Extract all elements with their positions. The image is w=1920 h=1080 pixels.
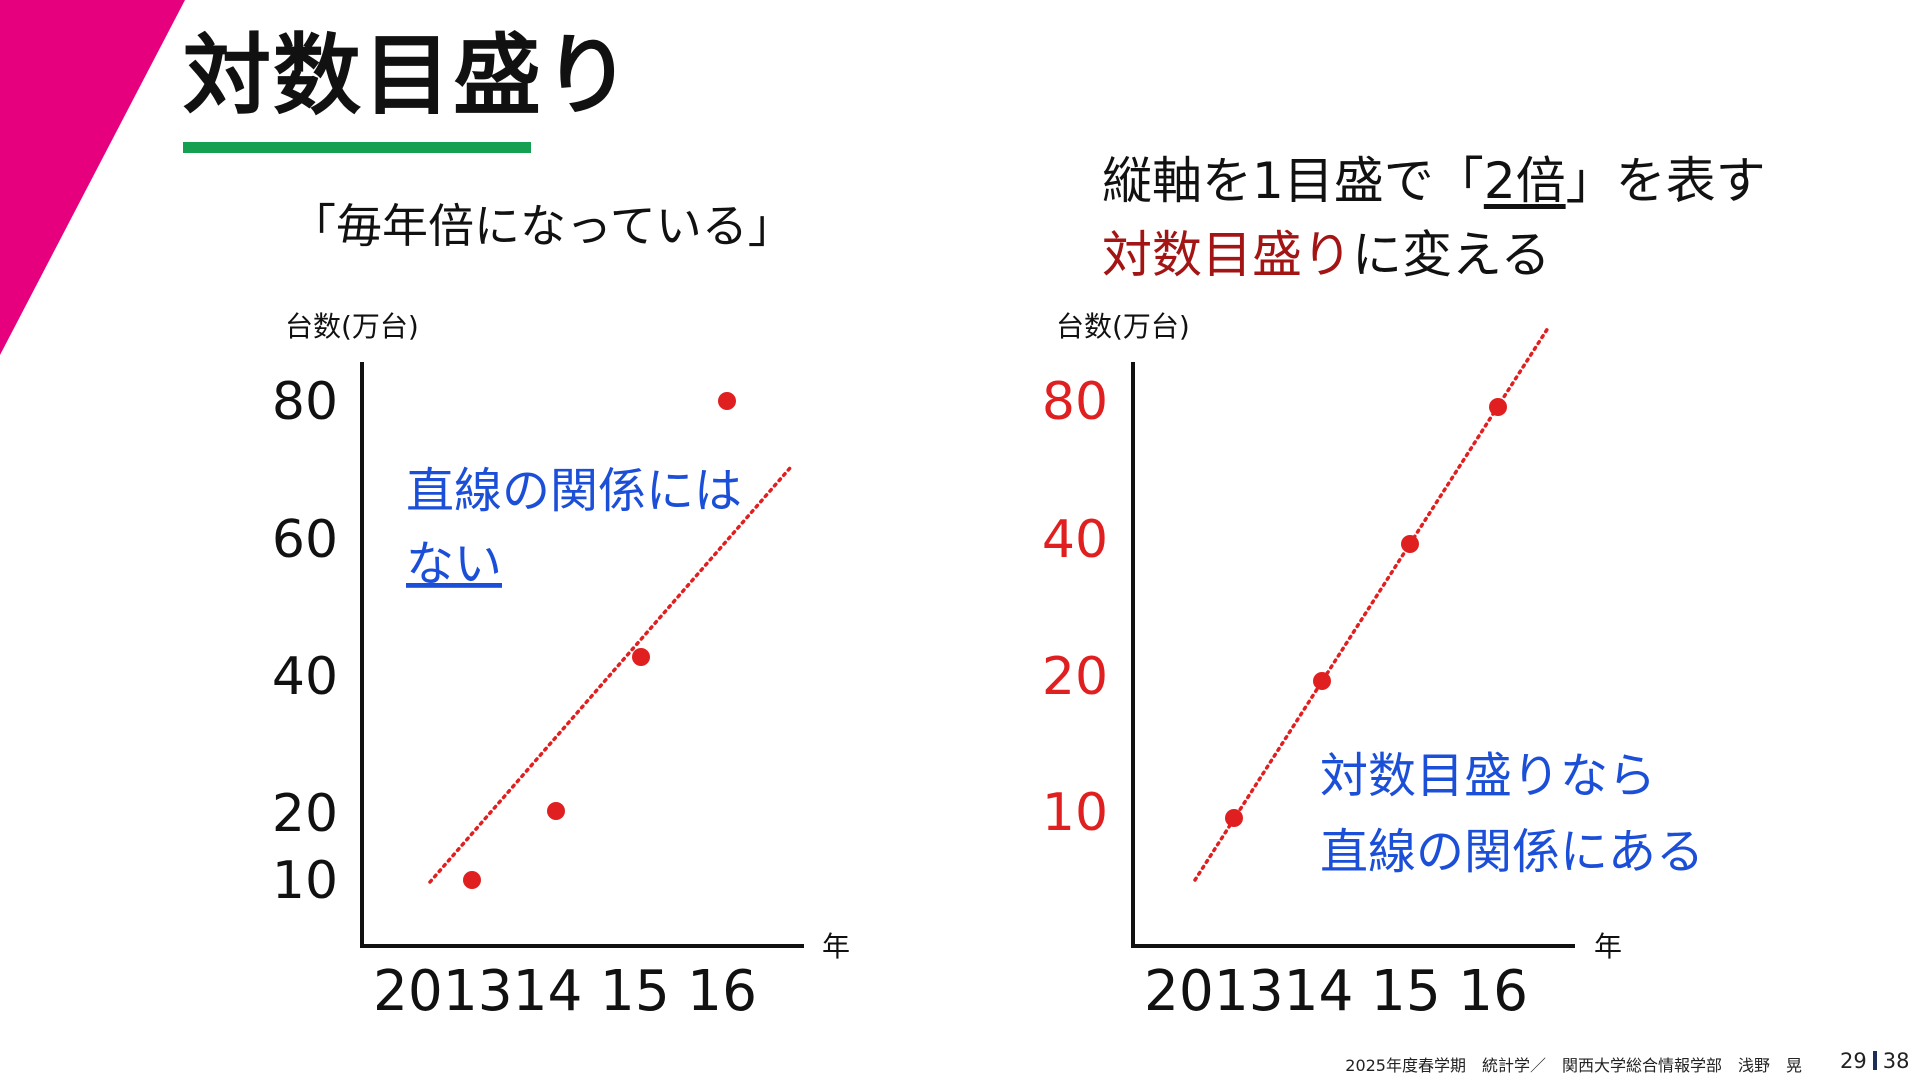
right-heading-line1-a: 縦軸を1目盛で「 [1102, 152, 1484, 210]
chart2-data-point [1401, 535, 1419, 553]
chart1-y-tick-label: 80 [272, 372, 338, 432]
chart1-data-point [718, 392, 736, 410]
right-heading-line2-red: 対数目盛り [1102, 226, 1352, 284]
chart1-data-point [547, 802, 565, 820]
chart2-data-point [1313, 672, 1331, 690]
right-heading-line1-b: 」を表す [1565, 152, 1766, 210]
right-heading-line1: 縦軸を1目盛で「2倍」を表す [1102, 144, 1766, 218]
chart1-annotation-line1: 直線の関係には [406, 463, 742, 519]
chart1-y-tick-label: 10 [272, 851, 338, 911]
page-current: 29 [1840, 1049, 1867, 1073]
chart1-data-point [632, 648, 650, 666]
right-heading-line1-underlined: 2倍 [1483, 152, 1566, 210]
chart1-trendline [428, 466, 792, 884]
chart1-annotation-line2: ない [406, 536, 502, 592]
chart2-y-tick-label: 80 [1042, 372, 1108, 432]
slide-title: 対数目盛り [183, 24, 634, 127]
page-total: 38 [1882, 1049, 1910, 1073]
chart1-x-axis-title: 年 [822, 930, 850, 963]
chart2-data-point [1489, 398, 1507, 416]
chart2-trendline [1193, 326, 1550, 882]
right-heading-line2-rest: に変える [1352, 226, 1551, 284]
left-quote: 「毎年倍になっている」 [290, 199, 794, 253]
right-heading: 縦軸を1目盛で「2倍」を表す 対数目盛りに変える [1102, 144, 1766, 292]
page-separator [1872, 1051, 1877, 1070]
footer-text: 2025年度春学期 統計学／ 関西大学総合情報学部 浅野 晃 [1345, 1056, 1802, 1075]
chart1-y-tick-label: 20 [272, 784, 338, 844]
chart1-x-tick-labels: 201314 15 16 [373, 959, 757, 1024]
chart1-y-axis-title: 台数(万台) [285, 310, 419, 343]
chart2-annotation-line1: 対数目盛りなら [1320, 748, 1656, 804]
chart2-y-axis-title: 台数(万台) [1056, 310, 1190, 343]
right-heading-line2: 対数目盛りに変える [1102, 218, 1766, 292]
chart2-x-axis-title: 年 [1594, 930, 1622, 963]
chart2-annotation-line2: 直線の関係にある [1320, 824, 1704, 880]
chart1-y-tick-label: 60 [272, 510, 338, 570]
chart2-y-tick-label: 20 [1042, 647, 1108, 707]
title-underline [183, 142, 531, 153]
chart2-x-tick-labels: 201314 15 16 [1144, 959, 1528, 1024]
chart2-y-tick-label: 10 [1042, 783, 1108, 843]
chart2-y-tick-label: 40 [1042, 510, 1108, 570]
chart1-y-tick-label: 40 [272, 647, 338, 707]
chart1-data-point [463, 871, 481, 889]
chart2-data-point [1225, 809, 1243, 827]
accent-triangle [0, 0, 185, 355]
page-number: 29 38 [1840, 1049, 1909, 1073]
